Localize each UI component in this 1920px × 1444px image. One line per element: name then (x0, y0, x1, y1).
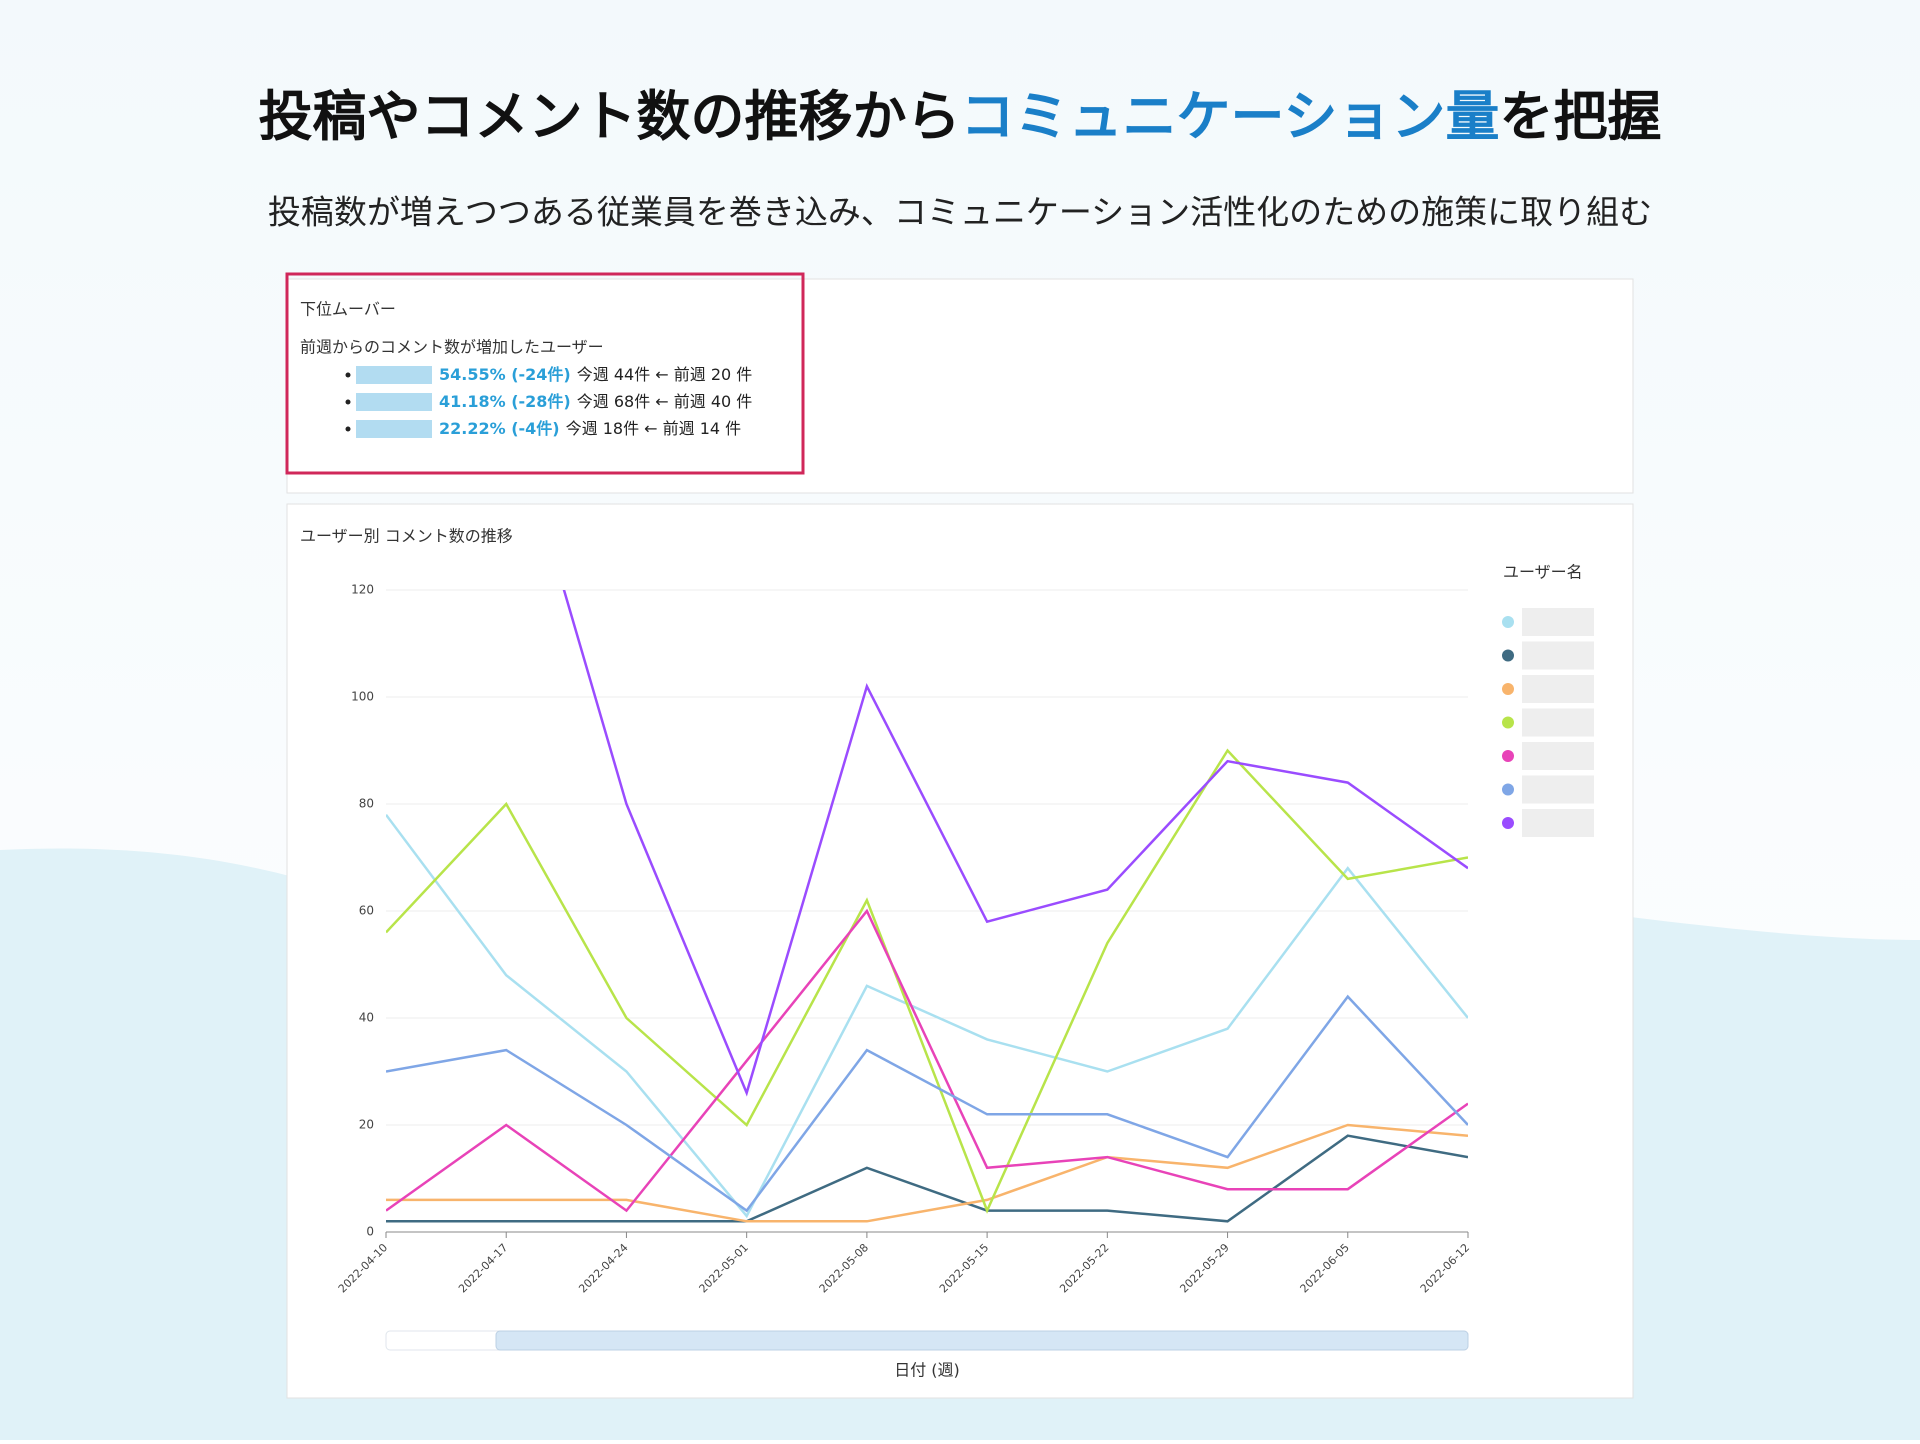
blurred-name (1522, 742, 1594, 770)
blurred-name (356, 420, 432, 438)
movers-list: 54.55% (-24件) 今週 44件 ← 前週 20 件 41.18% (-28… (345, 365, 752, 438)
blurred-name (356, 393, 432, 411)
mover-entry: 22.22% (-4件) 今週 18件 ← 前週 14 件 (439, 419, 741, 438)
blurred-name (1522, 708, 1594, 737)
blurred-name (1522, 809, 1594, 837)
legend-marker (1502, 750, 1514, 762)
blurred-name (356, 366, 432, 384)
blurred-name (1522, 775, 1594, 804)
mover-detail: 今週 18件 ← 前週 14 件 (566, 419, 742, 438)
series-line (386, 813, 1468, 1219)
legend-marker (1502, 649, 1514, 662)
series-line (386, 748, 1468, 1214)
legend-marker (1502, 683, 1514, 695)
mover-entry: 54.55% (-24件) 今週 44件 ← 前週 20 件 (439, 365, 752, 384)
bullet (345, 372, 351, 378)
range-slider[interactable] (495, 1330, 1469, 1351)
x-axis-label: 日付 (週) (894, 1361, 960, 1380)
highlight-box (285, 272, 805, 475)
y-tick-label: 80 (359, 797, 374, 811)
y-tick-label: 60 (359, 904, 374, 918)
blurred-name (1522, 641, 1594, 670)
chart-title: ユーザー別 コメント数の推移 (300, 527, 513, 546)
title-part: を把握 (1499, 85, 1661, 148)
legend-marker (1502, 616, 1514, 628)
movers-subtitle: 前週からのコメント数が増加したユーザー (300, 338, 604, 357)
legend-marker (1502, 817, 1514, 829)
title-part: 投稿やコメント数の推移から (259, 85, 961, 148)
mover-rate: 22.22% (-4件) (439, 419, 560, 438)
mover-detail: 今週 44件 ← 前週 20 件 (577, 365, 753, 384)
series-line (386, 908, 1468, 1213)
blurred-name (1522, 608, 1594, 636)
legend-marker (1502, 783, 1514, 796)
movers-title: 下位ムーバー (300, 300, 396, 319)
y-tick-label: 20 (359, 1118, 374, 1132)
y-tick-label: 120 (351, 583, 374, 597)
series-line (386, 1134, 1468, 1223)
mover-entry: 41.18% (-28件) 今週 68件 ← 前週 40 件 (439, 392, 752, 411)
bullet (345, 399, 351, 405)
series-line (562, 590, 1468, 1097)
title-emphasis: コミュニケーション量 (961, 85, 1500, 148)
y-tick-label: 100 (351, 690, 374, 704)
mover-detail: 今週 68件 ← 前週 40 件 (577, 392, 753, 411)
y-tick-label: 0 (366, 1225, 374, 1239)
bullet (345, 426, 351, 432)
series-line (386, 994, 1468, 1213)
y-tick-label: 40 (359, 1011, 374, 1025)
legend-marker (1502, 716, 1514, 729)
mover-rate: 41.18% (-28件) (439, 392, 571, 411)
page-title: 投稿やコメント数の推移からコミュニケーション量を把握 (259, 85, 1662, 148)
chart-panel (286, 503, 1634, 1399)
blurred-name (1522, 675, 1594, 703)
mover-rate: 54.55% (-24件) (439, 365, 571, 384)
series-line (386, 1123, 1468, 1223)
legend-title: ユーザー名 (1503, 563, 1583, 582)
page-subtitle: 投稿数が増えつつある従業員を巻き込み、コミュニケーション活性化のための施策に取り… (268, 193, 1652, 232)
movers-panel (286, 278, 1634, 494)
